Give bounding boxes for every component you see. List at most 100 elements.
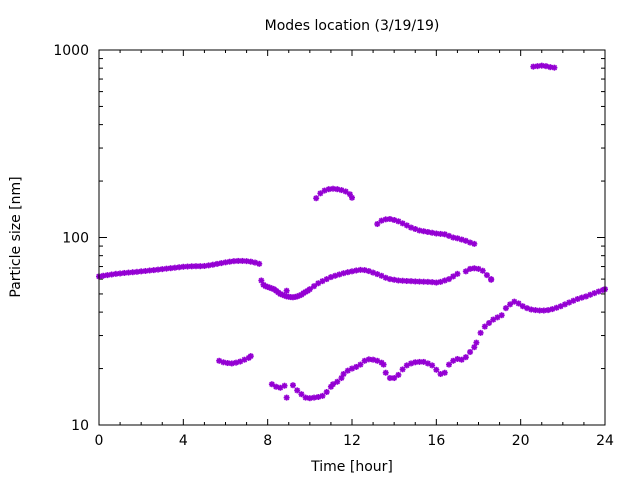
x-tick-label: 20	[512, 433, 530, 449]
data-point	[395, 371, 402, 378]
data-point	[330, 381, 337, 388]
data-point	[380, 361, 387, 368]
data-point	[424, 278, 431, 285]
data-point	[551, 64, 558, 71]
data-point	[283, 287, 290, 294]
data-point	[108, 271, 115, 278]
data-point	[445, 276, 452, 283]
x-tick-label: 16	[427, 433, 445, 449]
data-point	[340, 371, 347, 378]
data-point	[429, 229, 436, 236]
x-tick-label: 8	[263, 433, 272, 449]
x-axis-label: Time [hour]	[310, 459, 393, 475]
data-point	[540, 307, 547, 314]
data-point	[502, 305, 509, 312]
data-point	[483, 272, 490, 279]
data-point	[319, 392, 326, 399]
data-point	[477, 329, 484, 336]
data-point	[473, 339, 480, 346]
data-point	[450, 273, 457, 280]
data-point	[357, 361, 364, 368]
data-point	[298, 391, 305, 398]
data-point	[486, 319, 493, 326]
data-point	[268, 381, 275, 388]
data-point	[498, 312, 505, 319]
data-point	[197, 263, 204, 270]
y-tick-label: 1000	[53, 43, 89, 59]
data-point	[441, 369, 448, 376]
series-2	[258, 266, 461, 301]
data-point	[445, 361, 452, 368]
data-point	[188, 263, 195, 270]
series-7	[268, 286, 608, 402]
series-3	[283, 265, 495, 294]
data-point	[125, 269, 132, 276]
data-point	[515, 300, 522, 307]
data-point	[374, 221, 381, 228]
data-point	[395, 277, 402, 284]
data-point	[467, 349, 474, 356]
data-point	[349, 194, 355, 201]
data-point	[334, 378, 341, 385]
data-point	[549, 306, 556, 313]
data-point	[342, 188, 349, 195]
data-point	[462, 268, 469, 275]
data-point	[399, 366, 406, 373]
data-points	[96, 62, 608, 402]
data-point	[317, 190, 324, 197]
data-point	[247, 353, 254, 360]
tick-labels: 0 4 8 12 16 20 24 10 100 1000	[53, 43, 614, 449]
data-point	[429, 362, 436, 369]
data-point	[391, 375, 398, 382]
x-tick-label: 24	[596, 433, 614, 449]
data-point	[323, 388, 330, 395]
data-point	[471, 344, 478, 351]
x-tick-label: 12	[343, 433, 361, 449]
data-point	[479, 267, 486, 274]
data-point	[454, 270, 461, 277]
data-point	[334, 186, 341, 193]
data-point	[256, 260, 263, 267]
series-1	[96, 257, 263, 280]
data-point	[252, 259, 259, 266]
data-point	[216, 357, 223, 364]
data-point	[433, 366, 440, 373]
data-point	[382, 369, 389, 376]
data-point	[365, 356, 372, 363]
series-4	[313, 185, 355, 202]
data-point	[138, 268, 145, 275]
data-point	[233, 359, 240, 366]
data-point	[302, 394, 309, 401]
data-point	[481, 323, 488, 330]
data-point	[294, 387, 301, 394]
data-point	[289, 382, 296, 389]
data-point	[416, 278, 423, 285]
series-6	[216, 353, 254, 367]
data-point	[306, 286, 313, 293]
y-tick-label: 10	[71, 418, 89, 434]
data-point	[416, 358, 423, 365]
data-point	[462, 354, 469, 361]
data-point	[471, 240, 478, 247]
series-8	[530, 62, 558, 71]
data-point	[167, 265, 174, 272]
chart-title: Modes location (3/19/19)	[265, 18, 440, 34]
y-tick-label: 100	[62, 231, 89, 247]
data-point	[488, 276, 495, 283]
data-point	[281, 382, 288, 389]
plot-frame	[98, 49, 606, 426]
x-tick-label: 0	[95, 433, 104, 449]
data-point	[283, 394, 290, 401]
data-point	[353, 363, 360, 370]
data-point	[386, 216, 393, 223]
data-point	[201, 262, 208, 269]
data-point	[458, 356, 465, 363]
series-5	[374, 216, 478, 247]
data-point	[226, 258, 233, 265]
data-point	[313, 195, 320, 202]
y-axis-label: Particle size [nm]	[8, 176, 24, 297]
data-point	[129, 269, 136, 276]
data-point	[507, 301, 514, 308]
data-point	[311, 283, 318, 290]
